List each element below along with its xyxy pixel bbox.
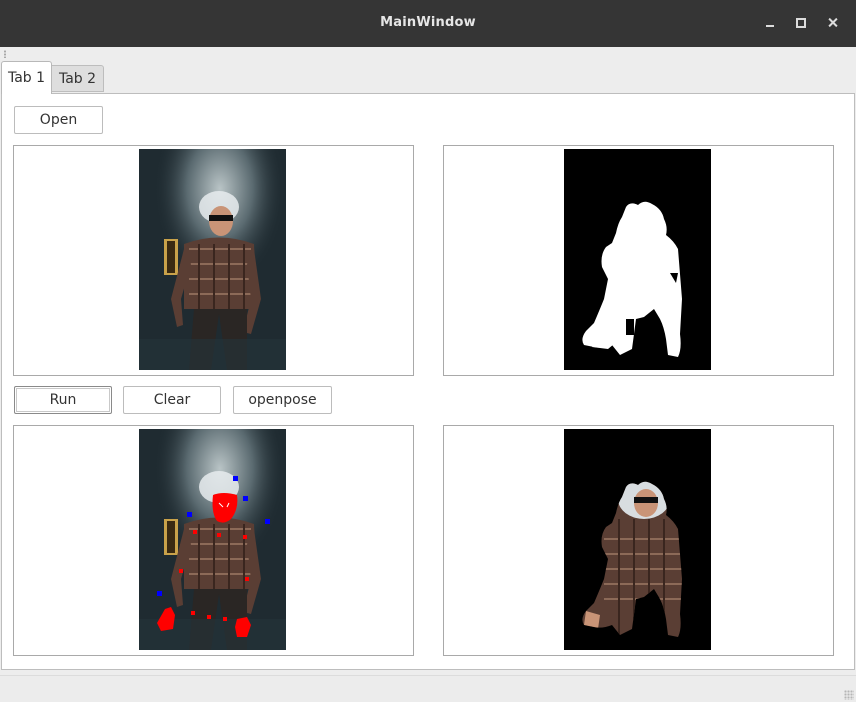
tab-1[interactable]: Tab 1 — [1, 61, 52, 94]
tab-2[interactable]: Tab 2 — [52, 65, 104, 92]
tab-content-panel: Open — [1, 93, 855, 670]
mask-image-view — [443, 145, 834, 376]
window-title: MainWindow — [380, 15, 476, 30]
close-icon[interactable] — [825, 15, 841, 31]
segmented-image-view — [443, 425, 834, 656]
toolbar-grip-icon[interactable] — [3, 50, 7, 58]
pose-photo — [139, 429, 286, 650]
open-button[interactable]: Open — [14, 106, 103, 134]
run-button[interactable]: Run — [14, 386, 112, 414]
clear-button[interactable]: Clear — [123, 386, 221, 414]
original-photo — [139, 149, 286, 370]
resize-grip-icon[interactable] — [844, 690, 854, 700]
status-bar — [0, 675, 856, 702]
title-bar: MainWindow — [0, 0, 856, 47]
pose-image-view — [13, 425, 414, 656]
segmented-photo — [564, 429, 711, 650]
original-image-view — [13, 145, 414, 376]
maximize-icon[interactable] — [793, 15, 809, 31]
minimize-icon[interactable] — [762, 15, 778, 31]
mask-image — [564, 149, 711, 370]
openpose-button[interactable]: openpose — [233, 386, 332, 414]
